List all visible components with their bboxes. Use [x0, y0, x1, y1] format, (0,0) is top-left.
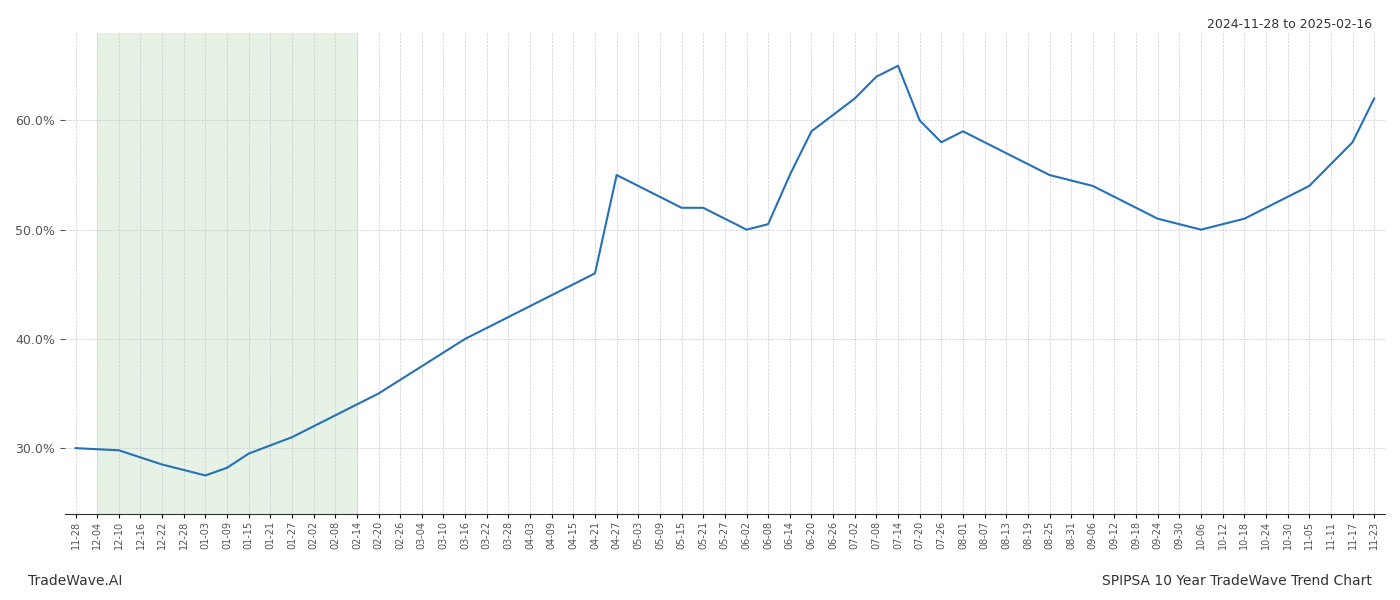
Text: 2024-11-28 to 2025-02-16: 2024-11-28 to 2025-02-16	[1207, 18, 1372, 31]
Bar	[97, 33, 357, 514]
Text: SPIPSA 10 Year TradeWave Trend Chart: SPIPSA 10 Year TradeWave Trend Chart	[1102, 574, 1372, 588]
Text: TradeWave.AI: TradeWave.AI	[28, 574, 122, 588]
